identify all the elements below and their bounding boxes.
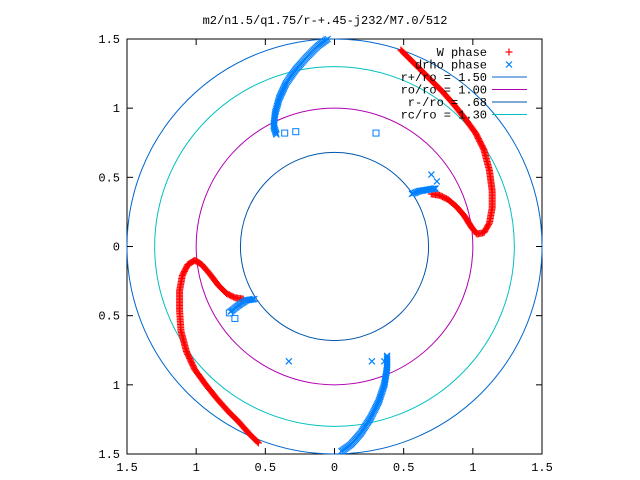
chart-title: m2/n1.5/q1.75/r-+.45-j232/M7.0/512 [203,14,448,28]
y-tick-label-6: 1.5 [98,33,120,47]
series-1-arm-1-point-17 [408,190,416,198]
circle-1 [195,107,474,386]
series-1-scatter-point-4 [285,357,293,365]
series-1-square-1 [281,129,289,137]
series-1-square-3 [231,314,239,322]
x-tick-label-0: 1.5 [116,461,138,475]
legend-circle-0-label: r+/ro = 1.50 [401,71,487,85]
series-1-arm-3-point-72 [337,447,345,455]
series-1-arm-0-point-74 [272,129,280,137]
series-1-scatter-point-1 [433,178,441,185]
legend-circle-3-label: rc/ro = 1.30 [401,109,487,123]
y-tick-label-3: 0 [113,241,120,255]
y-tick-label-0: 1.5 [98,448,120,462]
x-tick-label-4: 0.5 [393,461,415,475]
y-tick-label-4: 0.5 [98,171,120,185]
x-tick-label-3: 0 [331,461,338,475]
x-tick-label-2: 0.5 [255,461,277,475]
series-1-square-4 [225,309,233,317]
series-1-scatter-point-0 [427,171,435,178]
series-1-scatter-point-3 [380,357,388,365]
series-1-square-0 [292,128,300,136]
legend-circle-1-label: ro/ro = 1.00 [401,84,487,98]
series-1-arm-0-point-75 [272,131,280,138]
y-tick-label-5: 1 [113,102,120,116]
x-tick-label-5: 1 [469,461,476,475]
y-tick-label-1: 1 [113,379,120,393]
legend-series-0-label: W phase [437,46,487,60]
y-tick-label-2: 0.5 [98,310,120,324]
legend-series-1-marker [505,61,513,68]
x-tick-label-1: 1 [193,461,200,475]
legend-series-1-label: drho phase [415,59,487,73]
circle-2 [239,151,430,342]
data-marks [176,35,496,455]
legend-circle-2-label: r-/ro = .68 [408,96,487,110]
series-1-scatter-point-2 [368,357,376,365]
series-1-square-2 [372,129,380,137]
legend-series-0-marker [505,48,513,56]
axis-ticks: 1.5 1 0.5 0 0.5 1 1.51.510.500.511.5 [98,33,552,475]
circle-3 [154,66,515,427]
x-tick-label-6: 1.5 [531,461,553,475]
